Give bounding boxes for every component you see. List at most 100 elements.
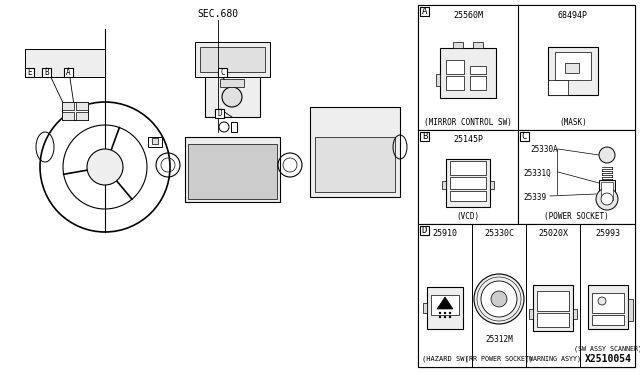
Bar <box>420 7 429 16</box>
Bar <box>453 42 463 48</box>
Bar <box>418 130 518 224</box>
Polygon shape <box>8 29 408 345</box>
Circle shape <box>596 188 618 210</box>
Bar <box>473 42 483 48</box>
Bar <box>548 47 598 95</box>
Circle shape <box>601 193 613 205</box>
Bar <box>427 287 463 329</box>
Bar <box>470 76 486 90</box>
Text: 25330A: 25330A <box>530 145 557 154</box>
Bar <box>533 285 573 331</box>
Bar <box>205 67 260 117</box>
Bar <box>418 5 635 130</box>
Text: 25993: 25993 <box>595 230 621 238</box>
Text: E: E <box>27 68 32 77</box>
Bar <box>218 68 227 77</box>
Bar <box>450 191 486 201</box>
Text: 25910: 25910 <box>433 230 458 238</box>
Text: (POWER SOCKET): (POWER SOCKET) <box>543 212 609 221</box>
Text: (HAZARD SW): (HAZARD SW) <box>422 356 468 362</box>
Polygon shape <box>437 297 453 309</box>
Text: B: B <box>44 68 49 77</box>
Text: D: D <box>422 226 427 235</box>
Text: 68494P: 68494P <box>558 10 588 19</box>
Circle shape <box>491 291 507 307</box>
Bar <box>220 79 244 87</box>
Text: 25339: 25339 <box>523 192 546 202</box>
Text: A: A <box>422 7 427 16</box>
Bar <box>450 161 486 175</box>
Bar <box>195 42 270 77</box>
Circle shape <box>474 274 524 324</box>
Bar <box>418 224 635 367</box>
Circle shape <box>222 87 242 107</box>
Text: 25560M: 25560M <box>453 10 483 19</box>
Bar <box>64 68 73 77</box>
Text: (VCD): (VCD) <box>456 212 479 221</box>
Bar <box>529 309 533 319</box>
Circle shape <box>481 281 517 317</box>
Text: A: A <box>66 68 71 77</box>
Bar <box>436 74 440 86</box>
Bar <box>152 138 158 144</box>
Bar <box>446 159 490 207</box>
Bar <box>442 181 446 189</box>
Text: (WARNING ASYY): (WARNING ASYY) <box>525 356 581 362</box>
Bar <box>76 112 88 120</box>
Bar <box>555 52 591 80</box>
Bar <box>418 5 635 367</box>
Text: 25145P: 25145P <box>453 135 483 144</box>
Text: C: C <box>522 132 527 141</box>
Bar <box>188 144 277 199</box>
Bar <box>62 112 74 120</box>
Text: 25331Q: 25331Q <box>523 169 551 177</box>
Bar <box>446 76 464 90</box>
Bar <box>446 60 464 74</box>
Bar <box>25 49 105 77</box>
Circle shape <box>444 316 446 318</box>
Text: (SW ASSY SCANNER): (SW ASSY SCANNER) <box>574 346 640 352</box>
Text: 25312M: 25312M <box>485 334 513 343</box>
Bar <box>25 68 34 77</box>
Bar <box>215 109 224 118</box>
Circle shape <box>449 316 451 318</box>
Text: X2510054: X2510054 <box>584 354 632 364</box>
Circle shape <box>449 312 451 314</box>
Bar <box>592 293 624 313</box>
Bar <box>315 137 395 192</box>
Text: C: C <box>220 68 225 77</box>
Bar <box>431 295 459 315</box>
Bar <box>565 63 579 73</box>
Bar <box>310 107 400 197</box>
Bar <box>490 181 494 189</box>
Text: (MASK): (MASK) <box>559 118 587 126</box>
Text: 25020X: 25020X <box>538 230 568 238</box>
Text: (MIRROR CONTROL SW): (MIRROR CONTROL SW) <box>424 118 512 126</box>
Bar <box>601 182 613 200</box>
Bar <box>200 47 265 72</box>
Circle shape <box>439 312 441 314</box>
Bar <box>423 303 427 313</box>
Circle shape <box>599 147 615 163</box>
Circle shape <box>598 297 606 305</box>
Bar <box>62 102 74 110</box>
Bar <box>518 130 635 224</box>
Bar <box>450 177 486 189</box>
Text: 25330C: 25330C <box>484 230 514 238</box>
Bar <box>573 309 577 319</box>
Text: B: B <box>422 132 427 141</box>
Text: (RR POWER SOCKET): (RR POWER SOCKET) <box>465 356 533 362</box>
Bar <box>62 102 88 120</box>
Bar <box>76 102 88 110</box>
Circle shape <box>444 312 446 314</box>
Bar <box>537 313 569 327</box>
Bar <box>599 180 615 202</box>
Bar <box>588 285 628 329</box>
Bar <box>185 137 280 202</box>
Bar <box>420 132 429 141</box>
Bar <box>628 299 633 321</box>
Bar <box>231 122 237 132</box>
Text: D: D <box>217 109 222 118</box>
Circle shape <box>439 316 441 318</box>
Bar <box>520 132 529 141</box>
